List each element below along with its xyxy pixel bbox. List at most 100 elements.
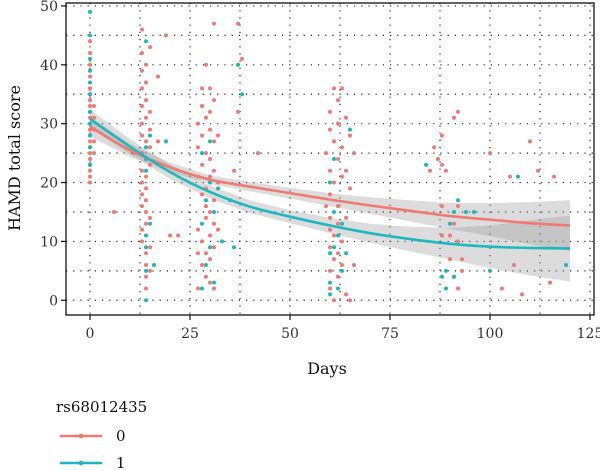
data-point-0 — [140, 204, 144, 209]
y-tick-label: 0 — [49, 293, 58, 309]
data-point-0 — [336, 157, 340, 161]
data-point-0 — [332, 86, 336, 91]
data-point-0 — [148, 215, 152, 220]
data-point-0 — [156, 74, 160, 79]
data-point-0 — [140, 68, 144, 73]
data-point-0 — [144, 274, 148, 279]
data-point-0 — [212, 245, 216, 250]
x-tick-label: 125 — [577, 326, 600, 342]
data-point-0 — [168, 233, 172, 238]
data-point-0 — [328, 109, 332, 114]
data-point-0 — [332, 257, 336, 262]
data-point-0 — [200, 239, 204, 244]
data-point-0 — [144, 115, 148, 120]
y-tick-label: 10 — [40, 234, 58, 250]
data-point-0 — [212, 139, 216, 144]
data-point-0 — [196, 121, 200, 126]
data-point-0 — [208, 257, 212, 262]
data-point-0 — [448, 233, 452, 238]
data-point-0 — [88, 168, 92, 173]
data-point-0 — [340, 86, 344, 91]
data-point-1 — [88, 109, 92, 114]
data-point-0 — [236, 109, 240, 114]
data-point-0 — [352, 262, 356, 267]
data-point-0 — [144, 221, 148, 226]
data-point-0 — [140, 239, 144, 244]
data-point-1 — [456, 198, 460, 203]
data-point-1 — [444, 286, 448, 291]
data-point-0 — [332, 180, 336, 185]
data-point-0 — [328, 192, 332, 197]
y-tick-label: 50 — [40, 0, 58, 15]
data-point-0 — [208, 209, 212, 214]
data-point-0 — [332, 139, 336, 144]
data-point-0 — [148, 127, 152, 132]
data-point-0 — [208, 109, 212, 114]
data-point-1 — [212, 209, 216, 214]
data-point-0 — [212, 286, 216, 291]
data-point-0 — [324, 204, 328, 209]
data-point-0 — [528, 139, 532, 144]
fit-curves — [89, 117, 571, 250]
data-point-0 — [196, 286, 200, 291]
data-point-0 — [200, 86, 204, 91]
data-point-0 — [176, 233, 180, 238]
data-point-1 — [144, 168, 148, 173]
data-point-0 — [88, 62, 92, 67]
confidence-band-1 — [90, 109, 570, 282]
data-point-0 — [200, 192, 204, 197]
data-point-1 — [464, 209, 468, 214]
data-point-0 — [200, 162, 204, 167]
data-point-1 — [448, 221, 452, 226]
data-point-0 — [236, 21, 240, 26]
data-point-1 — [148, 221, 152, 226]
data-point-0 — [336, 251, 340, 256]
data-point-1 — [444, 268, 448, 273]
data-point-0 — [148, 145, 152, 150]
data-point-1 — [144, 245, 148, 250]
data-point-0 — [512, 262, 516, 267]
data-point-0 — [88, 157, 92, 161]
data-point-1 — [88, 9, 92, 14]
data-point-0 — [324, 151, 328, 156]
data-point-0 — [144, 209, 148, 214]
data-point-1 — [88, 133, 92, 138]
fit-curve-0 — [89, 125, 571, 227]
data-point-0 — [344, 115, 348, 120]
x-tick-label: 25 — [181, 326, 199, 342]
data-point-1 — [336, 233, 340, 238]
data-point-0 — [140, 121, 144, 126]
data-point-1 — [220, 239, 224, 244]
data-point-0 — [520, 292, 524, 297]
data-point-0 — [200, 104, 204, 109]
data-point-1 — [208, 245, 212, 250]
data-point-1 — [216, 186, 220, 191]
data-point-0 — [148, 268, 152, 273]
data-point-0 — [256, 151, 260, 156]
data-point-0 — [148, 45, 152, 50]
data-point-1 — [344, 251, 348, 256]
data-point-0 — [88, 174, 92, 179]
data-point-0 — [204, 204, 208, 209]
data-point-0 — [328, 286, 332, 291]
data-point-0 — [348, 133, 352, 138]
data-point-0 — [88, 180, 92, 185]
data-point-0 — [140, 104, 144, 109]
data-point-0 — [212, 21, 216, 26]
data-point-0 — [344, 168, 348, 173]
data-point-0 — [164, 33, 168, 38]
data-point-0 — [348, 298, 352, 303]
data-point-1 — [88, 56, 92, 61]
data-point-1 — [144, 233, 148, 238]
data-point-1 — [328, 280, 332, 285]
data-point-0 — [140, 227, 144, 232]
x-axis-title: Days — [307, 359, 347, 378]
data-point-0 — [456, 286, 460, 291]
data-point-0 — [200, 262, 204, 267]
data-point-1 — [200, 221, 204, 226]
data-point-1 — [144, 39, 148, 44]
legend-title: rs68012435 — [56, 398, 147, 416]
data-point-0 — [336, 274, 340, 279]
data-point-1 — [164, 139, 168, 144]
data-point-0 — [196, 145, 200, 150]
